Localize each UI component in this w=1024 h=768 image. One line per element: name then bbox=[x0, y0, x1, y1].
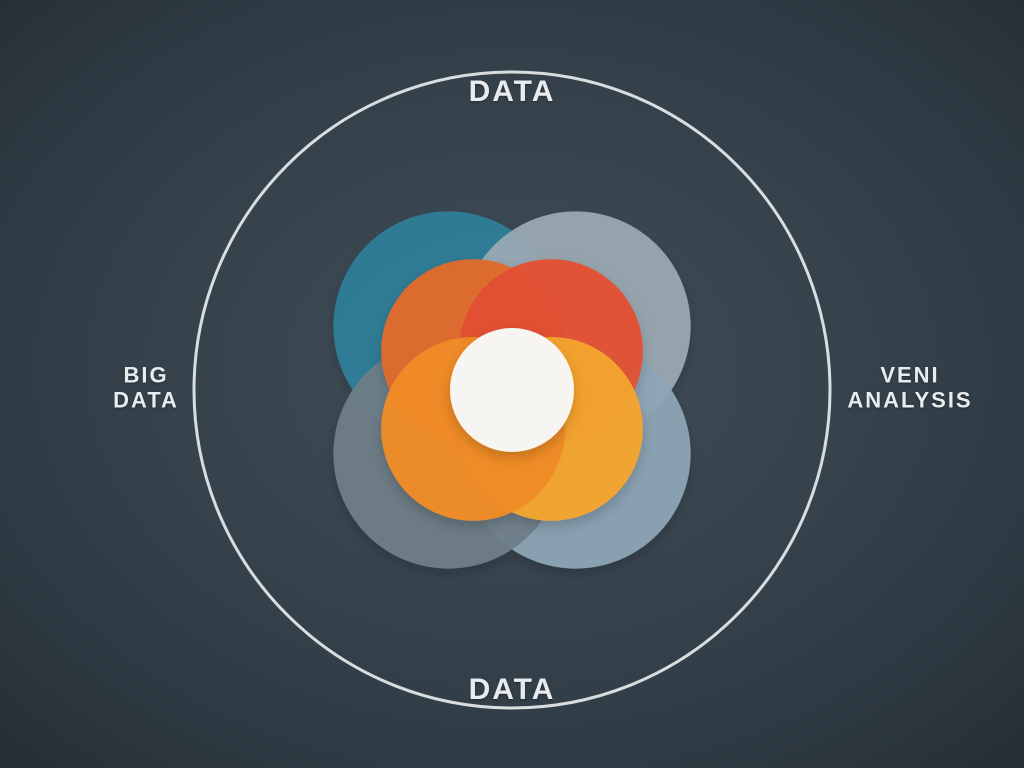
diagram-stage: DATA BIG DATA VENI ANALYSIS DATA bbox=[0, 0, 1024, 768]
label-left: BIG DATA bbox=[113, 363, 179, 414]
label-bottom: DATA bbox=[469, 673, 556, 708]
label-top: DATA bbox=[469, 75, 556, 110]
label-right: VENI ANALYSIS bbox=[847, 363, 972, 414]
